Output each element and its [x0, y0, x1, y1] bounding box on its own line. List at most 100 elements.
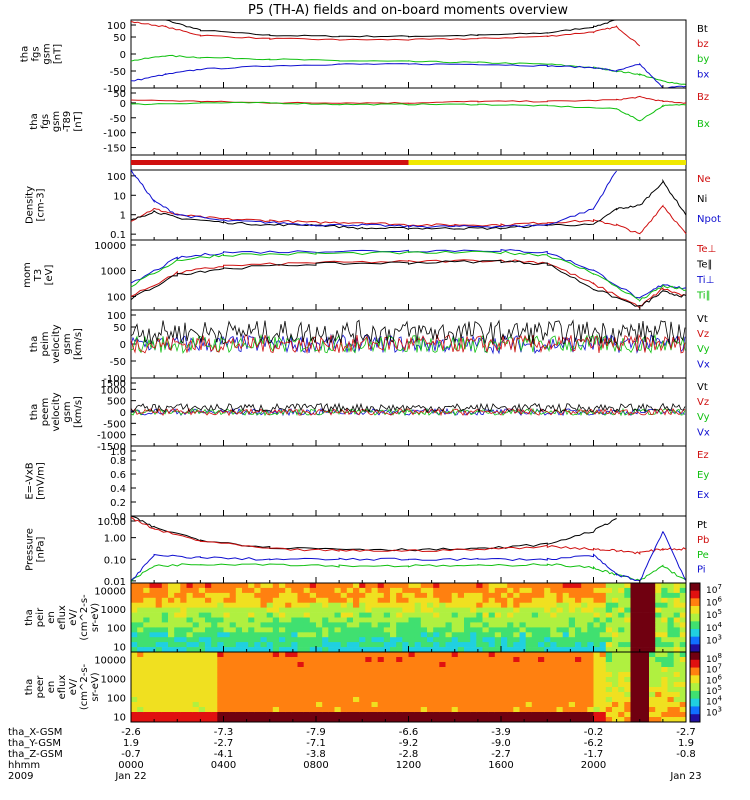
series-Pt	[130, 515, 617, 552]
spectrogram-cell	[217, 697, 224, 703]
spectrogram-cell	[599, 692, 607, 698]
spectrogram-cell	[174, 687, 181, 693]
spectrogram-cell	[679, 657, 687, 663]
spectrogram-cell	[402, 682, 409, 688]
spectrogram-cell	[661, 607, 668, 613]
spectrogram-cell	[272, 702, 280, 708]
spectrogram-cell	[457, 677, 465, 683]
spectrogram-cell	[353, 647, 360, 653]
spectrogram-cell	[396, 712, 403, 718]
spectrogram-cell	[476, 632, 483, 638]
spectrogram-cell	[279, 707, 286, 713]
spectrogram-cell	[402, 642, 409, 648]
spectrogram-cell	[445, 597, 453, 604]
spectrogram-cell	[328, 627, 335, 633]
spectrogram-cell	[285, 583, 292, 589]
spectrogram-cell	[143, 627, 150, 633]
spectrogram-cell	[587, 637, 594, 643]
spectrogram-cell	[365, 647, 372, 653]
spectrogram-cell	[328, 677, 335, 683]
spectrogram-cell	[205, 712, 212, 718]
spectrogram-cell	[433, 717, 440, 723]
spectrogram-cell	[470, 677, 477, 683]
spectrogram-cell	[192, 587, 200, 594]
spectrogram-cell	[544, 707, 551, 713]
spectrogram-cell	[538, 597, 545, 604]
spectrogram-cell	[217, 587, 224, 594]
spectrogram-cell	[235, 627, 243, 633]
spectrogram-cell	[371, 637, 379, 643]
spectrogram-cell	[599, 587, 607, 594]
spectrogram-cell	[482, 687, 490, 693]
spectrogram-cell	[328, 612, 335, 618]
spectrogram-cell	[180, 627, 187, 633]
spectrogram-cell	[143, 612, 150, 618]
spectrogram-cell	[575, 602, 582, 608]
spectrogram-cell	[390, 617, 397, 623]
spectrogram-cell	[328, 632, 335, 638]
spectrogram-cell	[612, 597, 619, 604]
spectrogram-cell	[531, 597, 539, 604]
spectrogram-cell	[328, 617, 335, 623]
spectrogram-cell	[149, 642, 157, 648]
spectrogram-cell	[605, 622, 613, 628]
spectrogram-cell	[630, 607, 638, 613]
spectrogram-cell	[285, 672, 292, 678]
spectrogram-cell	[223, 627, 231, 633]
spectrogram-cell	[581, 617, 588, 623]
spectrogram-cell	[679, 682, 687, 688]
ytick-label: 100	[107, 624, 126, 635]
colorbar-exponent: 3	[717, 633, 721, 641]
spectrogram-cell	[612, 707, 619, 713]
spectrogram-cell	[649, 717, 656, 723]
spectrogram-cell	[464, 657, 471, 663]
spectrogram-cell	[593, 687, 601, 693]
spectrogram-cell	[482, 602, 490, 608]
spectrogram-cell	[679, 672, 687, 678]
spectrogram-cell	[229, 712, 237, 718]
spectrogram-cell	[309, 587, 317, 594]
spectrogram-cell	[223, 597, 231, 604]
spectrogram-cell	[168, 682, 175, 688]
spectrogram-cell	[137, 697, 144, 703]
spectrogram-cell	[322, 612, 329, 618]
spectrogram-cell	[445, 657, 453, 663]
spectrogram-cell	[414, 667, 422, 673]
spectrogram-cell	[575, 637, 582, 643]
spectrogram-cell	[260, 652, 268, 658]
spectrogram-cell	[439, 592, 446, 599]
spectrogram-cell	[544, 583, 551, 589]
spectrogram-cell	[322, 632, 329, 638]
spectrogram-cell	[568, 712, 576, 718]
spectrogram-cell	[248, 647, 255, 653]
spectrogram-cell	[618, 587, 625, 594]
ylabel-line: [nT]	[73, 111, 84, 131]
spectrogram-cell	[568, 692, 576, 698]
spectrogram-cell	[494, 602, 502, 608]
spectrogram-cell	[235, 583, 243, 589]
spectrogram-cell	[630, 637, 638, 643]
spectrogram-cell	[544, 697, 551, 703]
series-by	[130, 54, 687, 85]
spectrogram-cell	[618, 657, 625, 663]
spectrogram-cell	[568, 662, 576, 668]
spectrogram-cell	[211, 687, 218, 693]
spectrogram-cell	[649, 602, 656, 608]
spectrogram-cell	[254, 657, 261, 663]
spectrogram-cell	[679, 637, 687, 643]
spectrogram-cell	[303, 647, 311, 653]
ylabel-group: Density [cm-3]	[25, 186, 47, 224]
spectrogram-cell	[408, 672, 416, 678]
spectrogram-cell	[488, 622, 496, 628]
spectrogram-cell	[513, 632, 520, 638]
spectrogram-cell	[525, 617, 533, 623]
spectrogram-cell	[131, 647, 138, 653]
spectrogram-cell	[587, 672, 594, 678]
spectrogram-cell	[131, 712, 138, 718]
spectrogram-cell	[205, 642, 212, 648]
spectrogram-cell	[137, 687, 144, 693]
ylabel-line: [km/s]	[73, 396, 84, 428]
spectrogram-cell	[408, 627, 416, 633]
spectrogram-cell	[488, 612, 496, 618]
spectrogram-cell	[624, 687, 631, 693]
